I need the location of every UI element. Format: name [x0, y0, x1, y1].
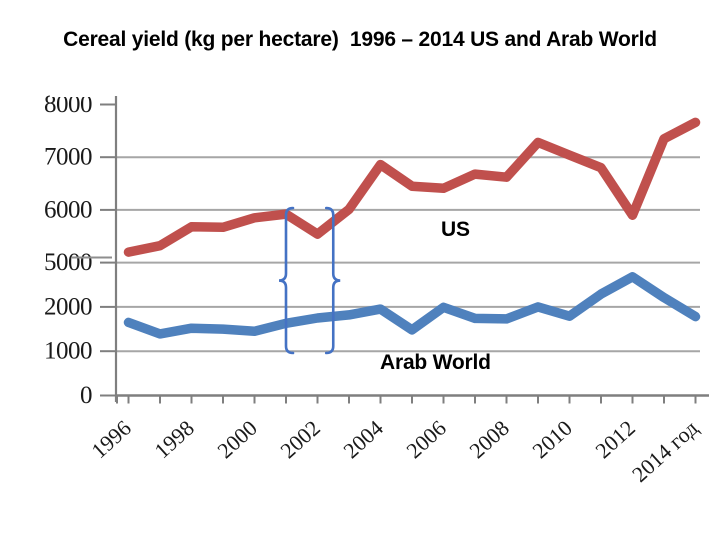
- x-axis-label-2012: 2012: [590, 415, 639, 463]
- x-axis-label-2000: 2000: [212, 415, 261, 463]
- series-line-us: [123, 117, 701, 257]
- series-line-arab-world: [123, 272, 701, 339]
- us-series-label: US: [441, 218, 470, 241]
- x-axis-label-1998: 1998: [149, 415, 198, 463]
- y-axis-label-0: 0: [80, 382, 92, 409]
- y-axis-label-6000: 6000: [44, 196, 92, 223]
- label-8000-clip-rect: [50, 80, 114, 97]
- brace-left: [278, 206, 295, 355]
- x-axis-label-2006: 2006: [401, 415, 450, 463]
- x-axis-label-1996: 1996: [86, 415, 135, 463]
- x-axis-label-2002: 2002: [275, 415, 324, 463]
- x-axis-label-2010: 2010: [527, 415, 576, 463]
- x-axis-label-2008: 2008: [464, 415, 513, 463]
- brace-right: [324, 206, 341, 355]
- y-axis-label-5000: 5000: [44, 249, 92, 276]
- x-axis-label-2014-год: 2014 год: [627, 415, 703, 487]
- x-axis-label-2004: 2004: [338, 415, 387, 463]
- y-axis-label-2000: 2000: [44, 293, 92, 320]
- y-axis-label-7000: 7000: [44, 144, 92, 171]
- arab-world-series-label: Arab World: [380, 351, 491, 374]
- chart-title: Cereal yield (kg per hectare) 1996 – 201…: [63, 28, 657, 51]
- y-axis-label-1000: 1000: [44, 338, 92, 365]
